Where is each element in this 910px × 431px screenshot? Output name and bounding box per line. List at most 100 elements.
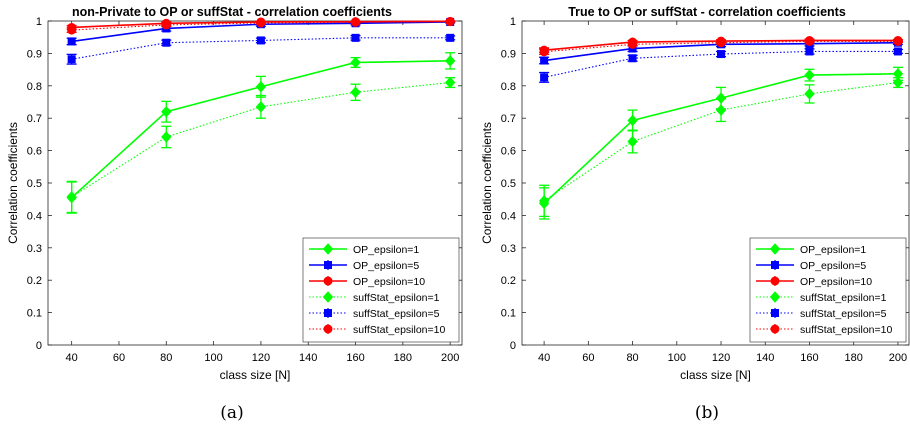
y-tick-label: 0.4 <box>501 210 516 222</box>
panel-caption: (b) <box>695 403 719 423</box>
data-point <box>161 105 172 118</box>
data-point <box>161 20 171 30</box>
legend-marker <box>323 276 333 286</box>
data-point <box>66 191 77 203</box>
chart-title: non-Private to OP or suffStat - correlat… <box>72 5 392 19</box>
legend-marker <box>770 276 780 286</box>
data-point <box>628 39 638 49</box>
data-point <box>444 55 456 67</box>
x-tick-label: 40 <box>538 352 550 364</box>
data-point <box>256 18 266 28</box>
x-tick-label: 120 <box>712 352 730 364</box>
chart-title: True to OP or suffStat - correlation coe… <box>568 5 846 19</box>
data-point <box>627 135 638 148</box>
data-point <box>255 101 267 113</box>
y-tick-label: 0.8 <box>501 81 516 93</box>
x-tick-label: 120 <box>252 352 270 364</box>
legend-marker <box>769 243 781 255</box>
data-point <box>351 17 361 27</box>
y-tick-label: 1 <box>36 16 42 28</box>
data-point <box>350 86 361 99</box>
y-tick-label: 0.6 <box>501 146 516 158</box>
y-tick-label: 0.5 <box>501 178 516 190</box>
series-suffStat_epsilon=5 <box>66 33 456 65</box>
y-tick-label: 0.9 <box>27 48 42 60</box>
series-suffStat_epsilon=1 <box>538 76 904 218</box>
data-point <box>255 81 267 93</box>
data-point <box>540 73 549 82</box>
x-tick-label: 180 <box>845 352 863 364</box>
legend-marker <box>771 261 779 269</box>
legend-label: suffStat_epsilon=10 <box>353 324 445 336</box>
data-point <box>256 36 265 45</box>
x-tick-label: 160 <box>800 352 818 364</box>
y-tick-label: 0.2 <box>27 275 42 287</box>
y-tick-label: 0.3 <box>27 243 42 255</box>
legend-label: suffStat_epsilon=10 <box>800 324 892 336</box>
series-suffStat_epsilon=10 <box>66 17 456 35</box>
x-axis-label: class size [N] <box>680 368 751 382</box>
y-axis-label: Correlation coefficients <box>480 122 494 244</box>
data-point <box>892 76 904 89</box>
y-tick-label: 0.6 <box>27 146 42 158</box>
data-point <box>162 38 171 47</box>
x-tick-label: 60 <box>113 352 125 364</box>
legend: OP_epsilon=1 OP_epsilon=5 OP_epsilon=10suf… <box>302 237 460 343</box>
panel-caption: (a) <box>220 403 243 423</box>
x-tick-label: 80 <box>160 352 172 364</box>
legend-label: OP_epsilon=1 <box>353 244 419 256</box>
legend-label: suffStat_epsilon=1 <box>353 292 440 304</box>
y-tick-label: 0.4 <box>27 210 42 222</box>
data-point <box>538 195 550 207</box>
legend-marker <box>323 324 333 334</box>
y-tick-label: 0.8 <box>27 81 42 93</box>
x-tick-label: 140 <box>299 352 317 364</box>
y-tick-label: 1 <box>510 16 516 28</box>
y-tick-label: 0.7 <box>27 113 42 125</box>
data-point <box>67 55 76 64</box>
y-tick-label: 0.1 <box>501 308 516 320</box>
y-axis-label: Correlation coefficients <box>6 122 20 244</box>
data-point <box>67 37 76 46</box>
legend-marker <box>771 309 779 317</box>
legend: OP_epsilon=1 OP_epsilon=5 OP_epsilon=10suf… <box>749 237 907 343</box>
series-OP_epsilon=1 <box>538 66 904 220</box>
x-tick-label: 200 <box>889 352 907 364</box>
data-point <box>351 33 360 42</box>
legend-label: OP_epsilon=10 <box>353 276 425 288</box>
data-point <box>350 56 361 69</box>
series-suffStat_epsilon=10 <box>539 36 903 57</box>
series-suffStat_epsilon=1 <box>66 76 456 214</box>
data-point <box>715 104 727 116</box>
data-point <box>893 47 902 56</box>
legend-label: OP_epsilon=1 <box>800 244 866 256</box>
y-tick-label: 0.3 <box>501 243 516 255</box>
y-tick-label: 0.5 <box>27 178 42 190</box>
legend-label: OP_epsilon=5 <box>800 260 866 272</box>
x-tick-label: 100 <box>204 352 222 364</box>
x-tick-label: 140 <box>756 352 774 364</box>
y-tick-label: 0 <box>36 340 42 352</box>
legend-label: OP_epsilon=5 <box>353 260 419 272</box>
x-tick-label: 100 <box>668 352 686 364</box>
legend-label: suffStat_epsilon=5 <box>800 308 887 320</box>
data-point <box>804 69 815 81</box>
legend-marker <box>322 243 334 255</box>
data-point <box>804 36 814 46</box>
series-suffStat_epsilon=5 <box>539 47 903 83</box>
data-point <box>540 56 549 65</box>
y-tick-label: 0.7 <box>501 113 516 125</box>
data-point <box>445 17 455 27</box>
data-point <box>446 33 455 42</box>
legend-marker <box>324 261 332 269</box>
data-point <box>627 114 638 127</box>
x-tick-label: 180 <box>394 352 412 364</box>
y-tick-label: 0.9 <box>501 48 516 60</box>
data-point <box>805 47 814 56</box>
y-tick-label: 0.2 <box>501 275 516 287</box>
series-line <box>544 40 898 53</box>
data-point <box>161 131 172 143</box>
x-axis-label: class size [N] <box>220 368 291 382</box>
